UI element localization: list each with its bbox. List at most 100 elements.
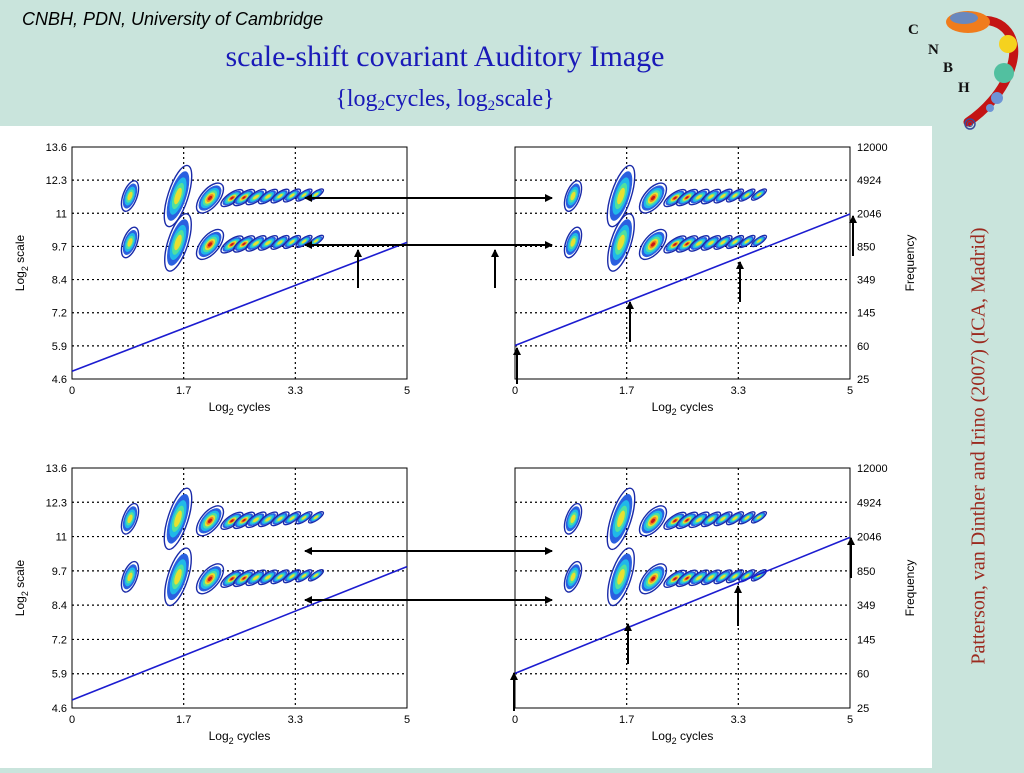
- subtitle-part: cycles, log: [385, 86, 488, 112]
- y-axis-label-part: Log: [13, 271, 27, 291]
- right-y-tick-label: 850: [857, 566, 875, 578]
- logo-letter: N: [928, 42, 939, 58]
- y-axis-label-part: 2: [20, 591, 30, 596]
- subtitle-part: {log: [335, 86, 378, 112]
- x-tick-label: 0: [69, 385, 75, 397]
- auditory-image-contours: [120, 487, 325, 607]
- x-axis-label-part: 2: [672, 736, 677, 746]
- y-tick-label: 11: [56, 208, 67, 220]
- x-axis-label-part: cycles: [234, 729, 271, 743]
- y-axis-label-part: scale: [13, 234, 27, 266]
- x-axis-label: Log2 cycles: [652, 729, 714, 746]
- y-axis-label: Log2 scale: [13, 234, 30, 291]
- right-y-tick-label: 60: [857, 669, 869, 681]
- x-axis-label-part: Log: [652, 729, 672, 743]
- right-y-tick-label: 850: [857, 241, 875, 253]
- x-tick-label: 3.3: [731, 385, 746, 397]
- right-y-tick-label: 60: [857, 341, 869, 353]
- right-y-tick-label: 25: [857, 703, 869, 715]
- figure-panel: 4.6 5.9 7.2 8.4 9.7 11 12.3 13.6 0 1.7 3.3 5 Log2 cy…: [0, 126, 932, 768]
- x-axis-label-part: Log: [209, 400, 229, 414]
- x-tick-label: 5: [847, 714, 853, 726]
- x-tick-label: 0: [69, 714, 75, 726]
- x-axis-label-part: cycles: [677, 729, 714, 743]
- slide-title: scale-shift covariant Auditory Image: [225, 40, 665, 73]
- x-tick-label: 1.7: [176, 714, 191, 726]
- x-tick-label: 5: [404, 385, 410, 397]
- auditory-image-contours: [563, 487, 768, 607]
- subtitle-subscript: 2: [487, 98, 496, 114]
- chart-panel-top-right: 25 60 145 349 850 2046 4924 12000 0 1.7 3.3 5 Log2 c…: [512, 142, 917, 417]
- x-axis-label-part: cycles: [677, 400, 714, 414]
- x-axis-label: Log2 cycles: [209, 729, 271, 746]
- x-axis-label-part: 2: [672, 407, 677, 417]
- x-tick-label: 3.3: [288, 385, 303, 397]
- x-axis-label: Log2 cycles: [209, 400, 271, 417]
- y-axis-label: Log2 scale: [13, 559, 30, 616]
- right-y-tick-label: 349: [857, 275, 875, 287]
- x-axis-label-part: 2: [229, 407, 234, 417]
- right-y-tick-label: 145: [857, 308, 875, 320]
- plot-frame: [71, 146, 408, 380]
- x-tick-label: 0: [512, 385, 518, 397]
- right-y-tick-label: 2046: [857, 532, 881, 544]
- x-axis-label-part: 2: [229, 736, 234, 746]
- y-tick-label: 9.7: [52, 566, 67, 578]
- right-y-tick-label: 4924: [857, 175, 881, 187]
- x-axis-label: Log2 cycles: [652, 400, 714, 417]
- slide-header: CNBH, PDN, University of Cambridge scale…: [0, 0, 1024, 126]
- y-tick-label: 8.4: [52, 275, 67, 287]
- auditory-image-contours: [563, 164, 768, 272]
- y-axis-label-part: 2: [20, 266, 30, 271]
- y-axis-label-part: scale: [13, 559, 27, 591]
- x-tick-label: 0: [512, 714, 518, 726]
- x-tick-label: 1.7: [176, 385, 191, 397]
- right-y-tick-label: 349: [857, 600, 875, 612]
- institution-label: CNBH, PDN, University of Cambridge: [22, 9, 324, 29]
- y-tick-label: 4.6: [52, 374, 67, 386]
- y-tick-label: 12.3: [46, 497, 67, 509]
- x-tick-label: 1.7: [619, 385, 634, 397]
- citation-strip: Patterson, van Dinther and Irino (2007) …: [934, 126, 1024, 768]
- chart-panel-bottom-right: 25 60 145 349 850 2046 4924 12000 0 1.7 3.3 5 Log2 c…: [512, 463, 917, 746]
- logo-letter: B: [943, 60, 953, 76]
- annotation-arrows: [304, 194, 857, 711]
- series-line: [514, 536, 851, 675]
- subtitle-part: scale}: [495, 86, 555, 112]
- y-tick-label: 9.7: [52, 241, 67, 253]
- cnbh-logo: C N B H: [908, 11, 1019, 130]
- right-y-axis-label: Frequency: [903, 235, 917, 292]
- series-line: [514, 213, 851, 347]
- y-tick-label: 4.6: [52, 703, 67, 715]
- logo-letter: H: [958, 80, 970, 96]
- slide-subtitle: {log2cycles, log2scale}: [0, 86, 890, 115]
- y-tick-label: 5.9: [52, 669, 67, 681]
- y-tick-label: 5.9: [52, 341, 67, 353]
- x-tick-label: 3.3: [731, 714, 746, 726]
- x-tick-label: 5: [404, 714, 410, 726]
- right-y-tick-label: 145: [857, 634, 875, 646]
- right-y-tick-label: 4924: [857, 497, 881, 509]
- y-tick-label: 8.4: [52, 600, 67, 612]
- y-tick-label: 11: [56, 532, 67, 544]
- x-axis-label-part: cycles: [234, 400, 271, 414]
- x-axis-label-part: Log: [652, 400, 672, 414]
- y-tick-label: 13.6: [46, 142, 67, 154]
- right-y-tick-label: 12000: [857, 142, 888, 154]
- right-y-axis-label: Frequency: [903, 560, 917, 617]
- x-axis-label-part: Log: [209, 729, 229, 743]
- right-y-tick-label: 2046: [857, 208, 881, 220]
- series-line: [71, 241, 408, 373]
- y-tick-label: 13.6: [46, 463, 67, 475]
- y-tick-label: 12.3: [46, 175, 67, 187]
- x-tick-label: 5: [847, 385, 853, 397]
- subtitle-subscript: 2: [377, 98, 386, 114]
- series-line: [71, 565, 408, 701]
- x-tick-label: 1.7: [619, 714, 634, 726]
- y-tick-label: 7.2: [52, 308, 67, 320]
- right-y-tick-label: 25: [857, 374, 869, 386]
- y-tick-label: 7.2: [52, 634, 67, 646]
